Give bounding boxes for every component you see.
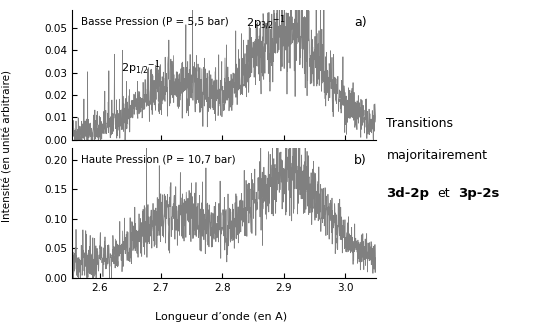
Text: 2p$_{1/2}$$^{-1}$: 2p$_{1/2}$$^{-1}$ <box>121 58 161 77</box>
Text: a): a) <box>354 16 367 29</box>
Text: b): b) <box>354 154 367 167</box>
Text: 3p-2s: 3p-2s <box>458 187 500 200</box>
Text: Haute Pression (P = 10,7 bar): Haute Pression (P = 10,7 bar) <box>81 154 236 164</box>
Text: 2p$_{3/2}$$^{-1}$: 2p$_{3/2}$$^{-1}$ <box>246 14 285 32</box>
Text: Basse Pression (P = 5,5 bar): Basse Pression (P = 5,5 bar) <box>81 16 229 26</box>
Text: et: et <box>437 187 450 200</box>
Text: 3d-2p: 3d-2p <box>386 187 430 200</box>
Text: Longueur d’onde (en A): Longueur d’onde (en A) <box>155 312 287 322</box>
Text: Transitions: Transitions <box>386 117 454 130</box>
Text: majoritairement: majoritairement <box>386 150 487 162</box>
Text: Intensité (en unité arbitraire): Intensité (en unité arbitraire) <box>3 70 13 222</box>
